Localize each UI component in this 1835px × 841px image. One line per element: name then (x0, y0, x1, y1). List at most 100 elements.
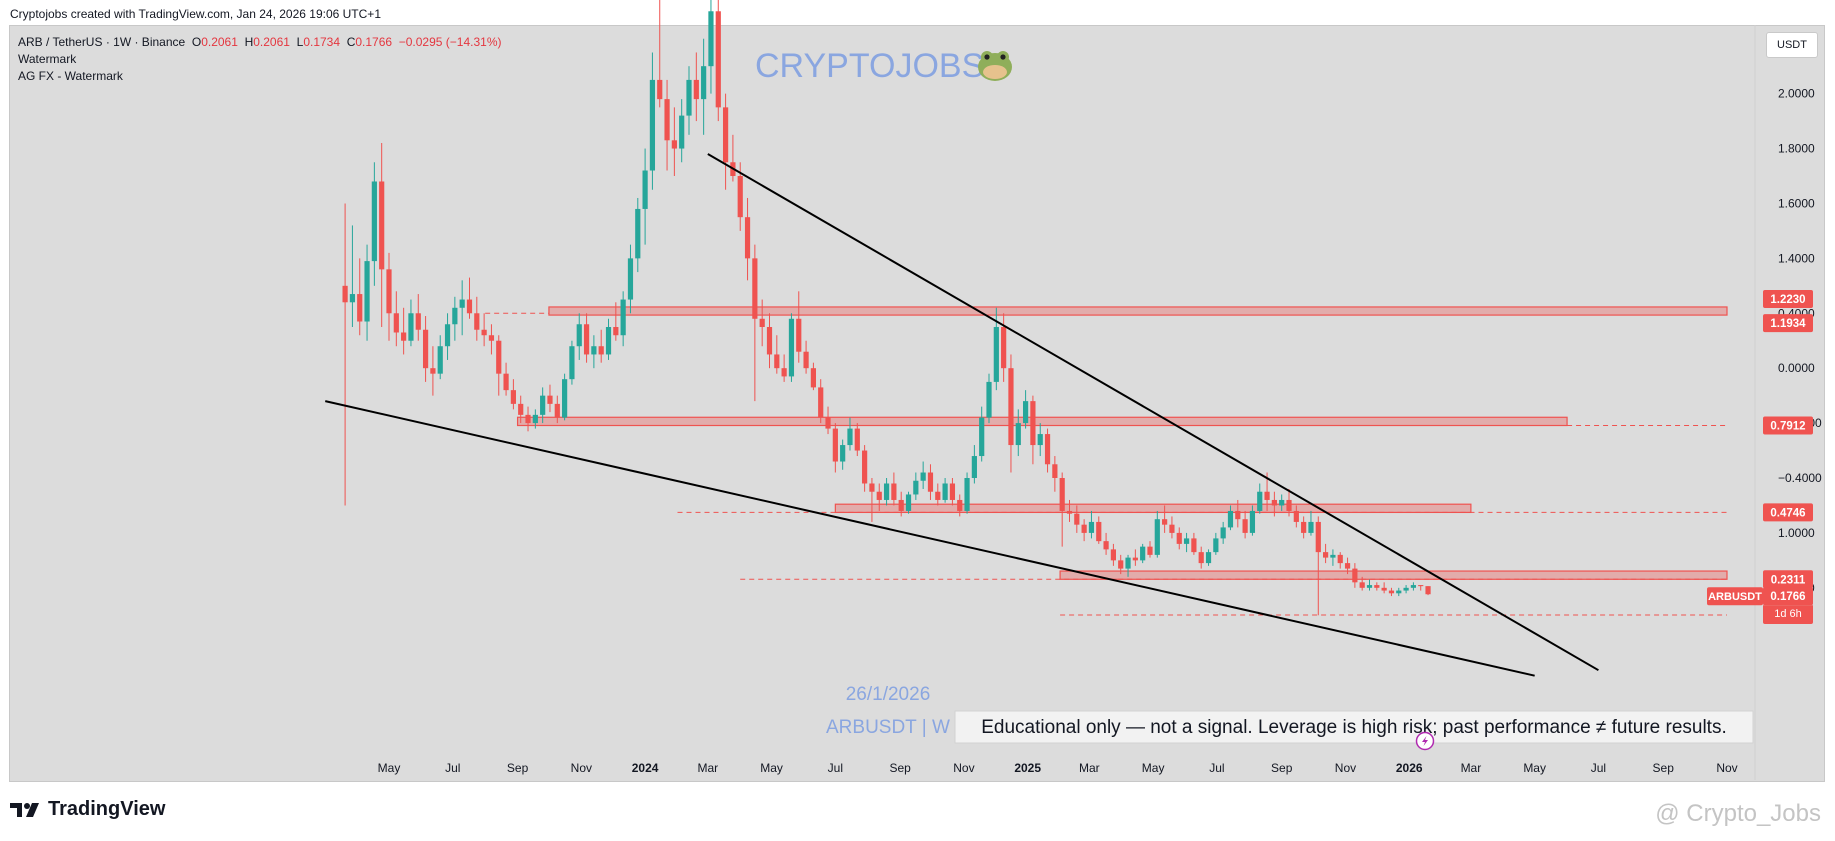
candle-up[interactable] (459, 299, 465, 308)
candle-up[interactable] (1140, 546, 1146, 561)
candle-up[interactable] (1366, 585, 1373, 588)
candle-up[interactable] (686, 79, 692, 116)
candle-down[interactable] (357, 294, 363, 322)
candle-down[interactable] (503, 373, 509, 391)
candle-up[interactable] (620, 299, 626, 336)
candle-down[interactable] (898, 499, 904, 511)
candle-down[interactable] (554, 403, 560, 418)
candle-up[interactable] (605, 327, 612, 355)
candle-up[interactable] (1279, 499, 1285, 506)
candle-down[interactable] (1162, 519, 1168, 525)
candle-down[interactable] (518, 403, 524, 415)
candle-down[interactable] (693, 79, 699, 100)
candle-down[interactable] (832, 428, 838, 462)
candle-down[interactable] (1264, 491, 1270, 500)
candle-down[interactable] (342, 285, 348, 303)
candle-up[interactable] (979, 417, 985, 457)
candle-down[interactable] (401, 332, 407, 341)
candle-down[interactable] (1344, 563, 1351, 569)
candle-up[interactable] (1183, 538, 1190, 544)
candle-down[interactable] (862, 450, 868, 484)
candle-down[interactable] (869, 483, 875, 492)
candle-down[interactable] (393, 313, 399, 333)
sr-zone[interactable] (548, 306, 1728, 316)
candle-down[interactable] (1169, 524, 1175, 533)
candle-down[interactable] (891, 483, 897, 500)
candle-down[interactable] (1030, 401, 1036, 446)
candle-up[interactable] (1125, 557, 1131, 569)
candle-down[interactable] (1118, 560, 1124, 569)
candle-down[interactable] (774, 354, 780, 369)
candle-down[interactable] (715, 11, 721, 108)
candle-down[interactable] (1147, 546, 1153, 555)
candle-up[interactable] (649, 79, 656, 171)
tradingview-logo[interactable]: TradingView (10, 798, 165, 821)
candle-up[interactable] (532, 414, 538, 424)
candle-down[interactable] (1323, 552, 1329, 558)
candle-up[interactable] (883, 483, 890, 500)
candle-down[interactable] (1374, 585, 1380, 588)
candle-up[interactable] (364, 261, 370, 322)
candle-down[interactable] (1066, 510, 1073, 514)
candle-down[interactable] (935, 491, 941, 500)
candle-down[interactable] (664, 99, 670, 141)
candle-down[interactable] (1235, 510, 1241, 520)
candle-up[interactable] (452, 307, 458, 325)
candle-down[interactable] (949, 483, 956, 500)
candle-down[interactable] (510, 390, 516, 404)
candle-down[interactable] (744, 217, 751, 259)
candle-up[interactable] (1403, 587, 1409, 591)
candle-up[interactable] (540, 395, 546, 415)
candle-down[interactable] (1191, 538, 1197, 553)
candle-down[interactable] (474, 313, 480, 330)
price-label[interactable]: 0.1766 (1763, 587, 1813, 606)
candle-up[interactable] (576, 324, 582, 347)
candle-down[interactable] (722, 107, 729, 163)
trendline[interactable] (707, 153, 1599, 672)
sr-zone[interactable] (834, 503, 1472, 514)
candle-down[interactable] (657, 79, 663, 100)
candle-down[interactable] (1096, 521, 1102, 542)
candle-down[interactable] (854, 428, 860, 451)
candle-up[interactable] (1205, 552, 1212, 564)
candle-down[interactable] (1110, 549, 1117, 561)
legend-line-agfx[interactable]: AG FX - Watermark (18, 69, 123, 83)
candle-down[interactable] (825, 417, 831, 429)
candle-down[interactable] (1103, 541, 1109, 550)
candle-down[interactable] (422, 329, 429, 369)
candle-down[interactable] (1352, 568, 1358, 583)
price-label[interactable]: 1.2230 (1763, 289, 1813, 308)
candle-down[interactable] (613, 327, 619, 336)
candle-up[interactable] (913, 480, 919, 495)
candle-down[interactable] (1359, 582, 1365, 588)
candle-down[interactable] (876, 491, 882, 500)
candle-down[interactable] (818, 387, 824, 418)
candle-up[interactable] (642, 170, 648, 209)
candle-down[interactable] (430, 368, 436, 374)
candle-down[interactable] (737, 176, 743, 218)
candle-up[interactable] (847, 428, 853, 446)
candle-up[interactable] (905, 494, 912, 511)
lightning-icon[interactable] (1415, 731, 1435, 751)
candle-up[interactable] (840, 445, 846, 462)
candle-up[interactable] (679, 115, 685, 149)
candle-down[interactable] (386, 269, 392, 314)
candle-down[interactable] (1198, 552, 1204, 564)
candle-down[interactable] (781, 368, 787, 377)
candle-down[interactable] (1001, 327, 1007, 369)
price-label[interactable]: 0.2311 (1763, 570, 1813, 589)
candle-down[interactable] (1074, 513, 1080, 525)
candle-up[interactable] (986, 381, 992, 418)
candle-down[interactable] (1293, 510, 1299, 522)
candle-down[interactable] (1388, 590, 1395, 594)
candle-down[interactable] (752, 258, 758, 319)
candle-down[interactable] (1337, 554, 1343, 564)
legend-line-watermark[interactable]: Watermark (18, 52, 77, 66)
current-price-tag[interactable]: ARBUSDT 1d 6h (1707, 587, 1813, 622)
candle-down[interactable] (1418, 585, 1424, 587)
candle-down[interactable] (598, 346, 604, 355)
price-label[interactable]: 0.7912 (1763, 416, 1813, 435)
candle-up[interactable] (1154, 519, 1160, 555)
candle-down[interactable] (1381, 587, 1387, 591)
